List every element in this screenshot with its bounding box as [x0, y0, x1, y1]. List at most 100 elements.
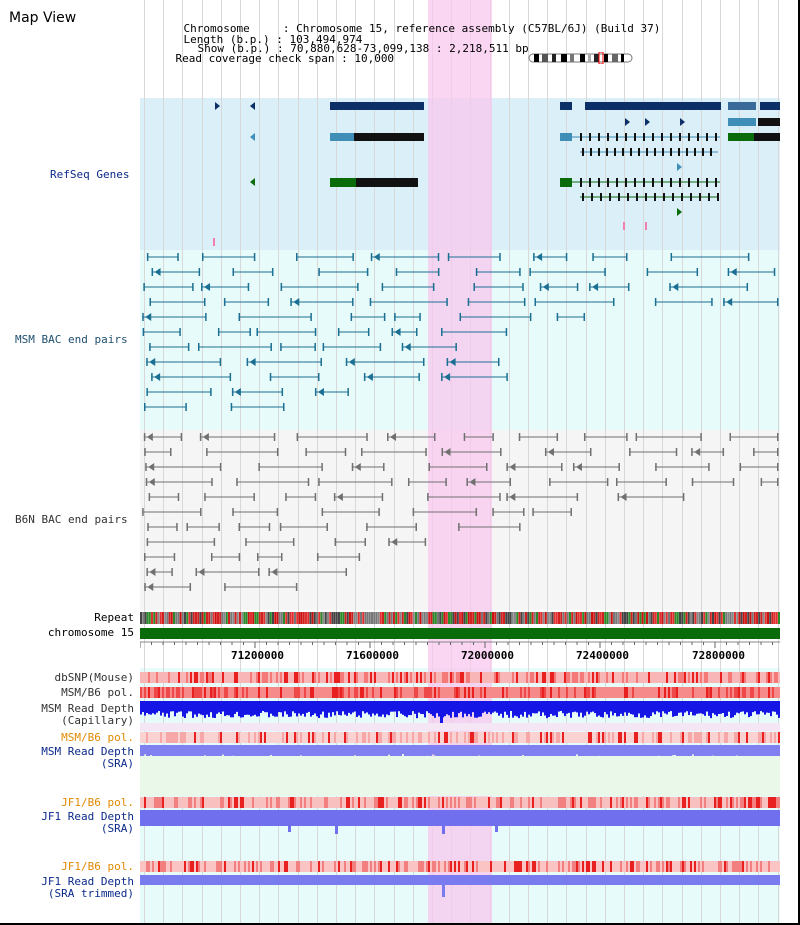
- bac-end: [318, 268, 320, 276]
- heat-cell: [272, 797, 274, 808]
- msm-bac-track[interactable]: [140, 250, 780, 430]
- gene-exon: [638, 148, 640, 156]
- bac-end: [144, 553, 146, 561]
- bac-end: [589, 283, 591, 291]
- depth-bar: [426, 754, 428, 756]
- heat-cell: [750, 687, 752, 698]
- heat-cell: [712, 861, 714, 872]
- heat-cell: [230, 732, 232, 743]
- depth-bar: [270, 754, 272, 756]
- heat-cell: [692, 861, 694, 872]
- heat-cell: [748, 861, 750, 872]
- heat-cell: [184, 672, 186, 683]
- bac-end: [391, 478, 393, 486]
- heat-cell: [710, 672, 712, 683]
- repeat-mark: [720, 612, 723, 624]
- heat-cell: [730, 687, 732, 698]
- depth-bar: [774, 711, 776, 712]
- heat-cell: [544, 672, 546, 683]
- repeat-mark: [758, 612, 761, 624]
- chromosome-band[interactable]: [140, 628, 780, 639]
- repeat-mark: [230, 612, 233, 624]
- heat-cell: [644, 672, 646, 683]
- heat-cell: [728, 687, 730, 698]
- heat-cell: [634, 687, 636, 698]
- repeat-mark: [632, 612, 635, 624]
- heat-cell: [326, 687, 328, 698]
- heat-cell: [204, 797, 206, 808]
- heat-cell: [678, 732, 680, 743]
- heat-cell: [278, 732, 280, 743]
- heat-cell: [732, 672, 734, 683]
- repeat-mark: [272, 612, 274, 624]
- repeat-mark: [179, 612, 182, 624]
- variation-and-depth-tracks[interactable]: [140, 668, 780, 898]
- heat-cell: [186, 732, 188, 743]
- heat-cell: [586, 797, 588, 808]
- heat-cell: [652, 797, 654, 808]
- bac-end: [370, 253, 373, 261]
- heat-cell: [194, 861, 196, 872]
- repeat-mark: [663, 612, 666, 624]
- heat-cell: [248, 687, 250, 698]
- heat-cell: [496, 861, 498, 872]
- heat-cell: [644, 861, 646, 872]
- depth-bar: [334, 711, 336, 716]
- heat-cell: [226, 687, 228, 698]
- bac-end: [427, 493, 429, 501]
- heat-cell: [182, 861, 184, 872]
- heat-cell: [334, 687, 336, 698]
- heat-cell: [262, 687, 264, 698]
- heat-cell: [552, 732, 554, 743]
- heat-cell: [424, 672, 426, 683]
- heat-cell: [318, 672, 320, 683]
- gene-block: [585, 102, 721, 110]
- repeat-mark: [756, 612, 758, 624]
- heat-cell: [658, 687, 660, 698]
- bac-end: [418, 373, 420, 381]
- heat-cell: [306, 861, 308, 872]
- refseq-genes-track[interactable]: [140, 98, 780, 250]
- b6n-bac-track[interactable]: [140, 430, 780, 610]
- bac-arrow: [204, 283, 211, 291]
- heat-cell: [554, 687, 556, 698]
- heat-cell: [614, 672, 616, 683]
- chromosome-ideogram[interactable]: [528, 52, 634, 64]
- gene-exon: [679, 133, 681, 141]
- heat-cell: [720, 732, 722, 743]
- heat-cell: [588, 672, 590, 683]
- heat-cell: [670, 797, 672, 808]
- repeat-mark: [415, 612, 417, 624]
- heat-cell: [502, 861, 504, 872]
- depth-bar: [450, 711, 452, 718]
- repeat-track[interactable]: [140, 612, 780, 624]
- heat-cell: [548, 797, 550, 808]
- repeat-mark: [140, 612, 142, 624]
- depth-bar: [758, 711, 760, 715]
- repeat-mark: [657, 612, 659, 624]
- heat-cell: [482, 672, 484, 683]
- heat-cell: [290, 732, 292, 743]
- bac-end: [565, 253, 568, 261]
- heat-cell: [732, 797, 734, 808]
- bac-end: [258, 463, 260, 471]
- heat-cell: [244, 861, 246, 872]
- repeat-mark: [221, 612, 224, 624]
- depth-bar: [564, 711, 566, 717]
- repeat-mark: [668, 612, 670, 624]
- heat-cell: [162, 797, 164, 808]
- bac-arrow: [154, 373, 161, 381]
- bac-arrow: [147, 583, 154, 591]
- depth-bar: [192, 711, 194, 718]
- heat-cell: [150, 861, 152, 872]
- heat-cell: [682, 732, 684, 743]
- depth-bar: [672, 754, 674, 756]
- heat-cell: [276, 732, 278, 743]
- bac-arrow: [149, 358, 156, 366]
- bac-arrow: [404, 343, 411, 351]
- repeat-mark: [555, 612, 558, 624]
- repeat-mark: [709, 612, 712, 624]
- bac-end: [334, 538, 337, 546]
- repeat-mark: [232, 612, 235, 624]
- depth-bar: [524, 711, 526, 712]
